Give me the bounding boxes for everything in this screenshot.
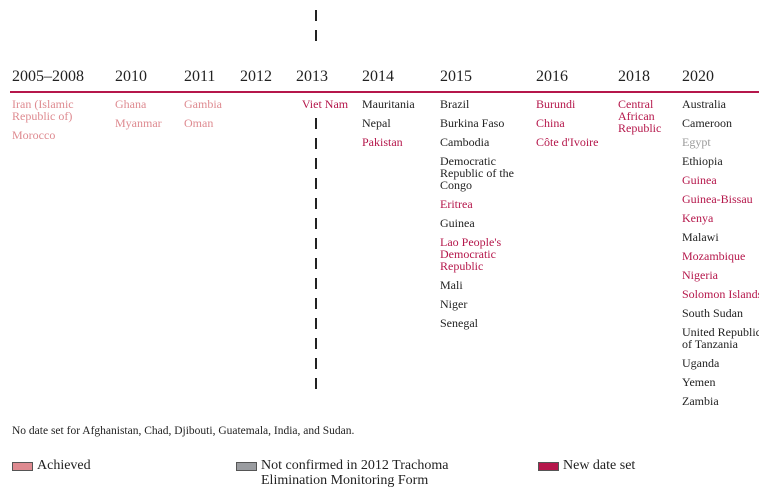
country: South Sudan	[682, 306, 744, 320]
country: Niger	[440, 297, 468, 311]
header-rule	[10, 91, 759, 93]
legend-entry: Achieved	[12, 458, 212, 473]
year-label: 2020	[682, 68, 714, 85]
legend-label: New date set	[563, 458, 636, 473]
country: Lao People's Democratic Republic	[440, 235, 502, 273]
year-column: 2010 Ghana Myanmar	[115, 66, 180, 136]
country: Uganda	[682, 356, 720, 370]
year-column: 2005–2008 Iran (Islamic Republic of) Moroc…	[12, 66, 92, 148]
country: Nepal	[362, 116, 391, 130]
legend-label: Achieved	[37, 458, 91, 473]
country-list: Ghana Myanmar	[115, 88, 180, 129]
country-list: Viet Nam	[292, 88, 358, 110]
country: Ethiopia	[682, 154, 723, 168]
year-label: 2013	[296, 68, 328, 85]
country-list: Mauritania Nepal Pakistan	[362, 88, 434, 148]
year-label: 2012	[240, 68, 272, 85]
country: Senegal	[440, 316, 478, 330]
year-label: 2010	[115, 68, 147, 85]
country: Cambodia	[440, 135, 490, 149]
country: Egypt	[682, 135, 711, 149]
year-column: 2013 Viet Nam	[296, 66, 358, 117]
country: China	[536, 116, 565, 130]
legend-swatch	[538, 462, 559, 471]
country: Mauritania	[362, 97, 415, 111]
country: United Republic of Tanzania	[682, 325, 759, 351]
dashed-line	[315, 118, 317, 390]
dashed-line	[315, 10, 317, 50]
country-list: Australia Cameroon Egypt Ethiopia Guinea Guin…	[682, 88, 759, 407]
country: Oman	[184, 116, 214, 130]
country: Guinea	[682, 173, 717, 187]
country: Ghana	[115, 97, 147, 111]
year-label: 2005–2008	[12, 68, 84, 85]
country: Iran (Islamic Republic of)	[12, 97, 74, 123]
country: Nigeria	[682, 268, 718, 282]
year-column: 2012	[240, 66, 290, 98]
year-column: 2016 Burundi China Côte d'Ivoire	[536, 66, 614, 155]
country: Guinea	[440, 216, 475, 230]
country: Kenya	[682, 211, 714, 225]
country-list: Burundi China Côte d'Ivoire	[536, 88, 614, 148]
year-label: 2015	[440, 68, 472, 85]
legend-entry: Not confirmed in 2012 Trachoma Eliminati…	[236, 458, 496, 488]
legend-label: Not confirmed in 2012 Trachoma Eliminati…	[261, 458, 449, 488]
country: Pakistan	[362, 135, 403, 149]
country: Central African Republic	[618, 97, 662, 135]
country: Democratic Republic of the Congo	[440, 154, 514, 192]
year-label: 2018	[618, 68, 650, 85]
country: Mali	[440, 278, 463, 292]
year-label: 2011	[184, 68, 216, 85]
year-column: 2015 Brazil Burkina Faso Cambodia Democratic…	[440, 66, 532, 336]
country: Morocco	[12, 128, 56, 142]
country: Burundi	[536, 97, 576, 111]
country-list: Gambia Oman	[184, 88, 239, 129]
country: Myanmar	[115, 116, 162, 130]
country: Mozambique	[682, 249, 746, 263]
country: Côte d'Ivoire	[536, 135, 599, 149]
country: Yemen	[682, 375, 716, 389]
country: Gambia	[184, 97, 222, 111]
country-list: Iran (Islamic Republic of) Morocco	[12, 88, 92, 141]
year-column: 2011 Gambia Oman	[184, 66, 239, 136]
year-label: 2016	[536, 68, 568, 85]
year-column: 2020 Australia Cameroon Egypt Ethiopia Guinea…	[682, 66, 759, 414]
country-list: Central African Republic	[618, 88, 674, 134]
legend-swatch	[12, 462, 33, 471]
legend-swatch	[236, 462, 257, 471]
year-column: 2014 Mauritania Nepal Pakistan	[362, 66, 434, 155]
country: Guinea-Bissau	[682, 192, 753, 206]
country-list	[240, 88, 290, 98]
country: Burkina Faso	[440, 116, 505, 130]
country: Zambia	[682, 394, 719, 408]
country: Malawi	[682, 230, 719, 244]
country-list: Brazil Burkina Faso Cambodia Democratic Rep…	[440, 88, 532, 329]
country: Cameroon	[682, 116, 732, 130]
year-label: 2014	[362, 68, 394, 85]
country: Eritrea	[440, 197, 473, 211]
year-column: 2018 Central African Republic	[618, 66, 674, 141]
legend-entry: New date set	[538, 458, 738, 473]
note: No date set for Afghanistan, Chad, Djibo…	[12, 425, 355, 437]
country: Solomon Islands	[682, 287, 759, 301]
country: Viet Nam	[301, 97, 349, 111]
country: Australia	[682, 97, 726, 111]
country: Brazil	[440, 97, 470, 111]
